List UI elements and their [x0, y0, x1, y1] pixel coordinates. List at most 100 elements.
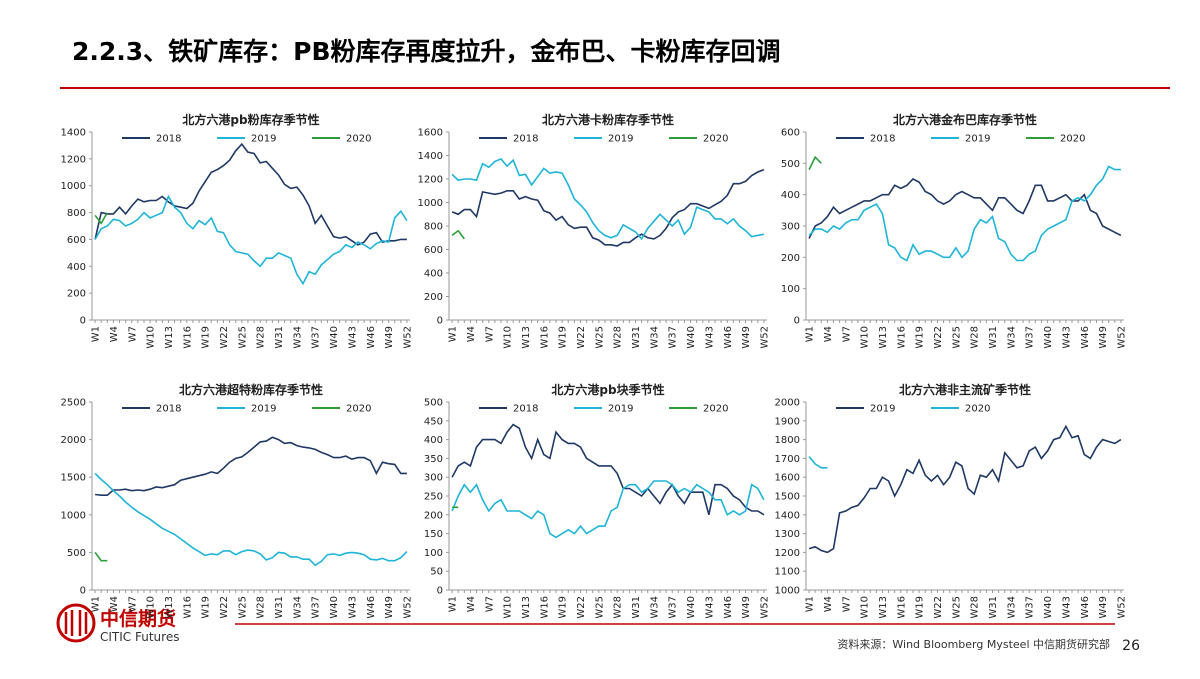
x-tick-label: W19	[558, 326, 569, 349]
x-tick-label: W34	[1006, 326, 1017, 349]
x-tick-label: W19	[201, 596, 212, 619]
x-tick-label: W25	[237, 596, 248, 619]
series-line	[94, 142, 407, 246]
x-tick-label: W49	[741, 596, 752, 619]
x-tick-label: W19	[915, 596, 926, 619]
y-tick-label: 2000	[61, 435, 86, 446]
y-tick-label: 1000	[418, 198, 443, 209]
x-tick-label: W7	[127, 596, 138, 612]
x-tick-label: W25	[594, 596, 605, 619]
x-tick-label: W13	[521, 326, 532, 349]
x-tick-label: W52	[402, 326, 413, 349]
y-tick-label: 0	[80, 316, 86, 327]
series-line	[94, 194, 408, 286]
x-tick-label: W52	[759, 596, 770, 619]
y-tick-label: 2500	[61, 398, 86, 409]
x-tick-label: W37	[311, 326, 322, 349]
y-tick-label: 1400	[775, 510, 800, 521]
y-tick-label: 800	[67, 208, 86, 219]
x-tick-label: W52	[1116, 596, 1127, 619]
x-tick-label: W37	[668, 326, 679, 349]
y-tick-label: 0	[437, 316, 443, 327]
x-tick-label: W13	[878, 326, 889, 349]
x-tick-label: W1	[805, 326, 816, 342]
x-tick-label: W16	[896, 326, 907, 349]
chart-title: 北方六港卡粉库存季节性	[542, 112, 674, 127]
x-tick-label: W46	[366, 596, 377, 619]
y-tick-label: 400	[67, 262, 86, 273]
y-tick-label: 200	[424, 292, 443, 303]
x-tick-label: W34	[649, 596, 660, 619]
slide-title: 2.2.3、铁矿库存：PB粉库存再度拉升，金布巴、卡粉库存回调	[72, 37, 781, 66]
x-tick-label: W46	[1080, 596, 1091, 619]
chart-title: 北方六港pb块季节性	[551, 382, 664, 397]
series-line	[808, 165, 1121, 262]
series-line	[808, 455, 828, 469]
x-tick-label: W4	[466, 596, 477, 612]
x-tick-label: W16	[539, 326, 550, 349]
y-tick-label: 1700	[775, 454, 800, 465]
y-tick-label: 500	[424, 398, 443, 409]
y-tick-label: 100	[781, 284, 800, 295]
series-line	[451, 229, 465, 240]
y-tick-label: 0	[437, 586, 443, 597]
x-tick-label: W37	[1025, 596, 1036, 619]
y-tick-label: 1200	[775, 548, 800, 559]
x-tick-label: W31	[631, 596, 642, 619]
legend-label: 2019	[608, 404, 633, 415]
x-tick-label: W25	[594, 326, 605, 349]
y-tick-label: 1400	[418, 151, 443, 162]
x-tick-label: W49	[384, 596, 395, 619]
x-tick-label: W10	[146, 596, 157, 619]
x-tick-label: W46	[723, 596, 734, 619]
x-tick-label: W22	[576, 326, 587, 349]
series-line	[808, 178, 1122, 239]
x-tick-label: W16	[539, 596, 550, 619]
y-tick-label: 100	[424, 548, 443, 559]
x-tick-label: W43	[704, 596, 715, 619]
y-tick-label: 400	[424, 269, 443, 280]
x-tick-label: W40	[686, 596, 697, 619]
y-tick-label: 500	[781, 159, 800, 170]
y-tick-label: 400	[781, 190, 800, 201]
x-tick-label: W19	[558, 596, 569, 619]
x-tick-label: W46	[723, 326, 734, 349]
x-tick-label: W7	[484, 326, 495, 342]
x-tick-label: W34	[649, 326, 660, 349]
y-tick-label: 600	[781, 128, 800, 139]
series-line	[808, 424, 1122, 554]
y-tick-label: 300	[781, 222, 800, 233]
x-tick-label: W31	[988, 596, 999, 619]
legend-label: 2019	[965, 134, 990, 145]
x-tick-label: W25	[237, 326, 248, 349]
x-tick-label: W22	[933, 326, 944, 349]
series-line	[95, 436, 407, 496]
x-tick-label: W40	[1043, 596, 1054, 619]
x-tick-label: W37	[311, 596, 322, 619]
x-tick-label: W43	[347, 596, 358, 619]
x-tick-label: W7	[484, 596, 495, 612]
y-tick-label: 1500	[775, 492, 800, 503]
x-tick-label: W49	[1098, 596, 1109, 619]
logo-en: CITIC Futures	[100, 630, 179, 644]
y-tick-label: 1900	[775, 416, 800, 427]
legend-label: 2020	[703, 134, 728, 145]
y-tick-label: 0	[794, 316, 800, 327]
x-tick-label: W10	[860, 326, 871, 349]
x-tick-label: W40	[329, 596, 340, 619]
x-tick-label: W34	[292, 326, 303, 349]
x-tick-label: W7	[127, 326, 138, 342]
x-tick-label: W28	[256, 596, 267, 619]
y-tick-label: 350	[424, 454, 443, 465]
x-tick-label: W28	[970, 596, 981, 619]
x-tick-label: W13	[521, 596, 532, 619]
x-tick-label: W31	[631, 326, 642, 349]
y-tick-label: 1600	[775, 473, 800, 484]
x-tick-label: W52	[759, 326, 770, 349]
x-tick-label: W34	[1006, 596, 1017, 619]
y-tick-label: 600	[424, 245, 443, 256]
x-tick-label: W1	[448, 326, 459, 342]
legend-label: 2018	[513, 134, 538, 145]
y-tick-label: 400	[424, 435, 443, 446]
x-tick-label: W7	[841, 326, 852, 342]
